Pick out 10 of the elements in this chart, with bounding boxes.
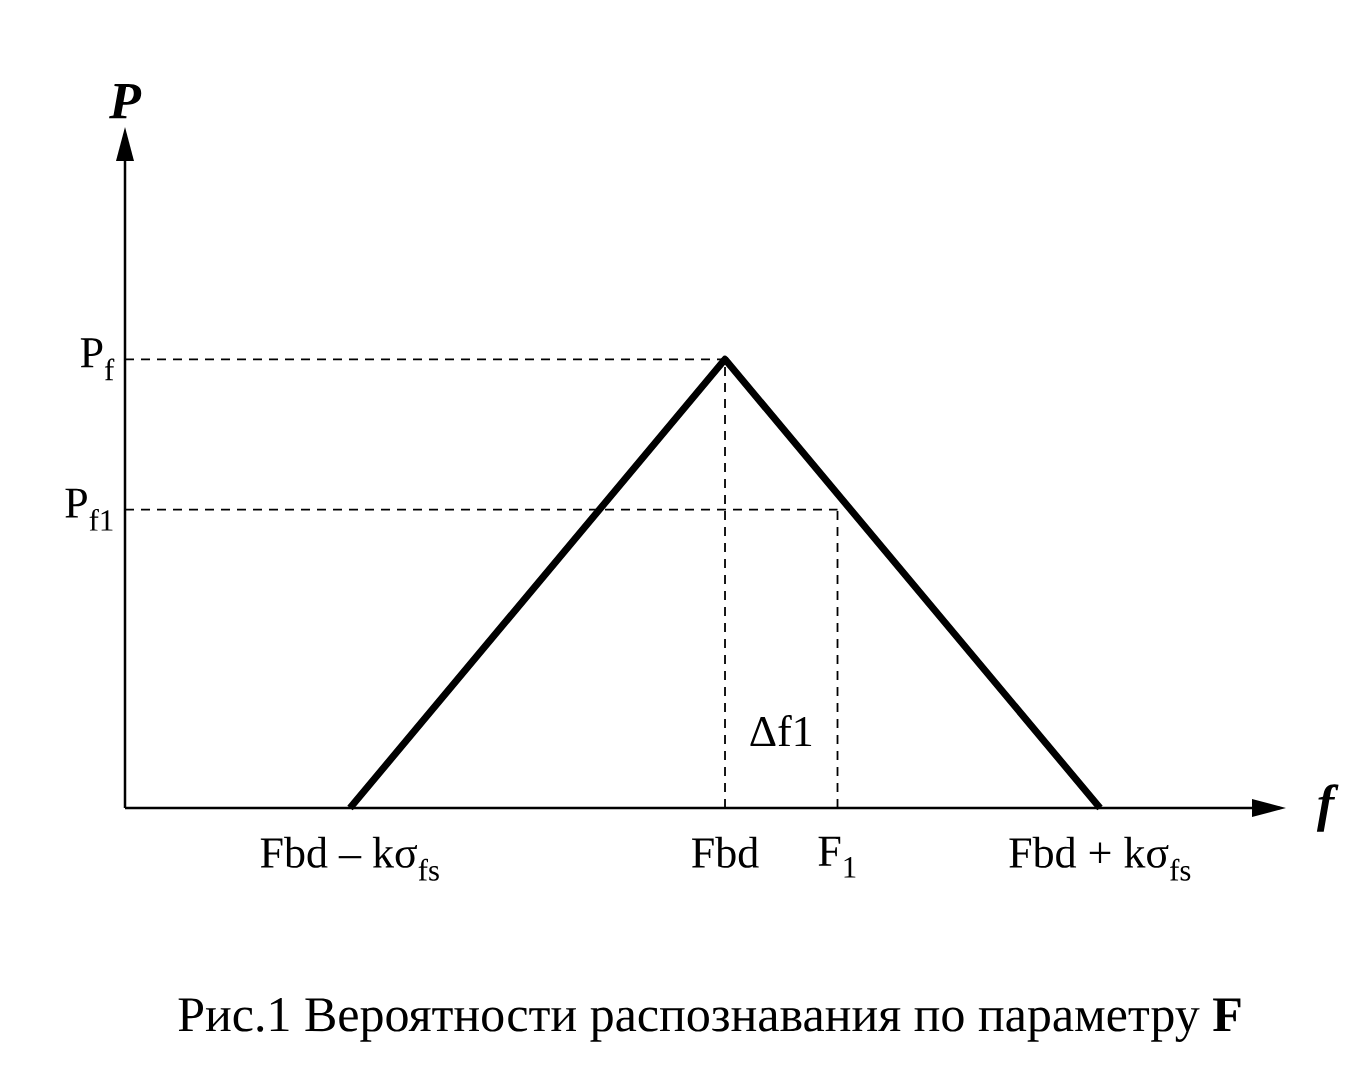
text: F$_{1}$	[818, 836, 856, 878]
ref-line-label: P$_{f}$	[80, 338, 115, 381]
y-axis-title: P	[109, 84, 142, 119]
text: Рис.1 Вероятности распознавания по параметру F	[178, 998, 1241, 1042]
x-tick-label: Fbd + kσ$_{fs}$	[1009, 836, 1191, 881]
x-tick-label: Fbd – kσ$_{fs}$	[260, 836, 439, 881]
x-axis-title: f	[1316, 784, 1339, 832]
annotation: Δf1	[750, 715, 812, 747]
ref-line-label: P$_{f1}$	[65, 488, 113, 531]
x-tick-label: Fbd	[692, 836, 759, 868]
